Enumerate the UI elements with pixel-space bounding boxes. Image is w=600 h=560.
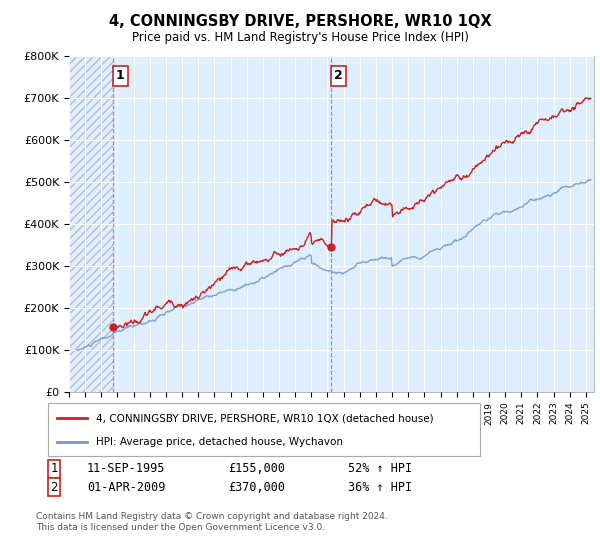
Text: 4, CONNINGSBY DRIVE, PERSHORE, WR10 1QX (detached house): 4, CONNINGSBY DRIVE, PERSHORE, WR10 1QX … (95, 413, 433, 423)
Text: 52% ↑ HPI: 52% ↑ HPI (348, 462, 412, 475)
Text: 2: 2 (50, 480, 58, 494)
Bar (69, 56, 113, 392)
Text: 2: 2 (334, 69, 343, 82)
Text: 1: 1 (50, 462, 58, 475)
Text: HPI: Average price, detached house, Wychavon: HPI: Average price, detached house, Wych… (95, 436, 343, 446)
Text: 4, CONNINGSBY DRIVE, PERSHORE, WR10 1QX: 4, CONNINGSBY DRIVE, PERSHORE, WR10 1QX (109, 14, 491, 29)
Text: 01-APR-2009: 01-APR-2009 (87, 480, 166, 494)
FancyBboxPatch shape (48, 403, 480, 456)
Text: £370,000: £370,000 (228, 480, 285, 494)
Text: 36% ↑ HPI: 36% ↑ HPI (348, 480, 412, 494)
Text: £155,000: £155,000 (228, 462, 285, 475)
Text: Price paid vs. HM Land Registry's House Price Index (HPI): Price paid vs. HM Land Registry's House … (131, 31, 469, 44)
Text: 1: 1 (116, 69, 125, 82)
Text: 11-SEP-1995: 11-SEP-1995 (87, 462, 166, 475)
Text: Contains HM Land Registry data © Crown copyright and database right 2024.
This d: Contains HM Land Registry data © Crown c… (36, 512, 388, 532)
